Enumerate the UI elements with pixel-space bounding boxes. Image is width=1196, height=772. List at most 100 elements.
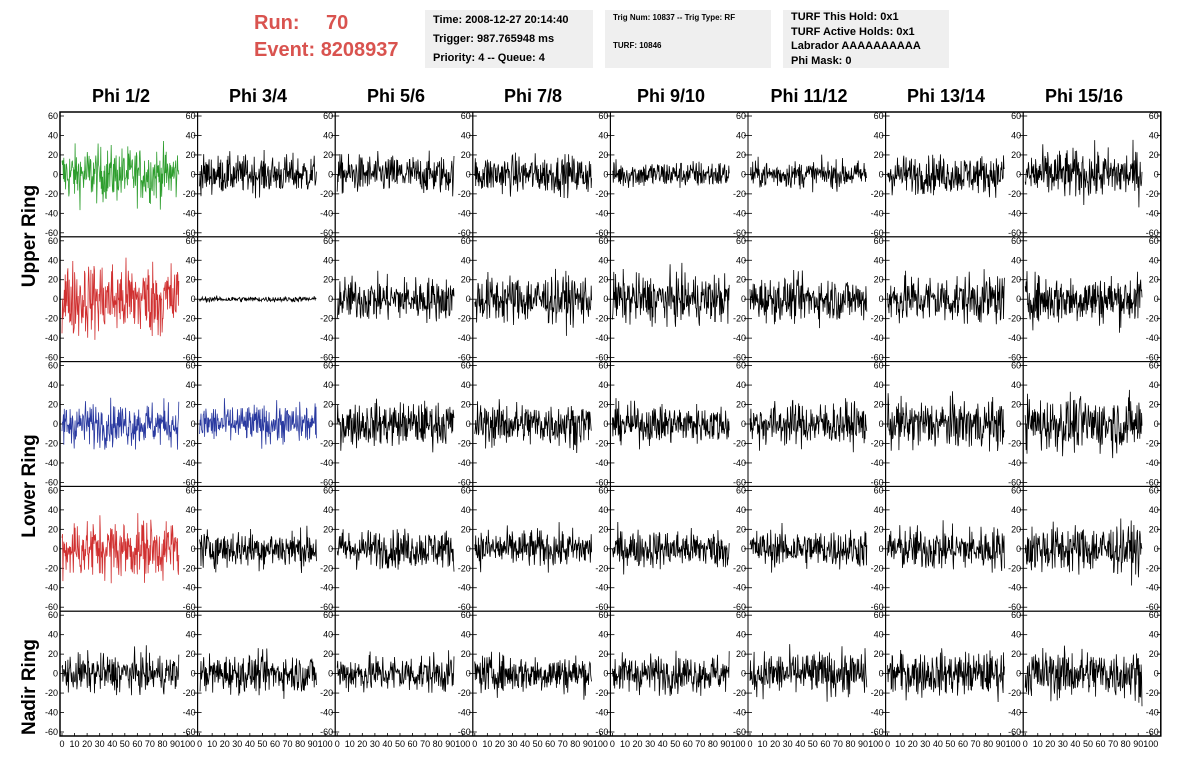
y-tick-label: -60 xyxy=(595,602,608,612)
y-tick-label: -60 xyxy=(733,353,746,363)
y-tick-label: -40 xyxy=(733,458,746,468)
y-tick-label: -60 xyxy=(458,353,471,363)
column-header: Phi 15/16 xyxy=(1044,86,1124,106)
y-tick-label: 60 xyxy=(461,111,471,121)
y-tick-label: 40 xyxy=(186,630,196,640)
y-tick-label: 0 xyxy=(741,294,746,304)
y-tick-label: 0 xyxy=(466,419,471,429)
x-tick-label: 0 xyxy=(610,739,615,749)
y-tick-label: 40 xyxy=(48,505,58,515)
y-tick-label: -20 xyxy=(320,438,333,448)
y-tick-label: 20 xyxy=(461,649,471,659)
y-tick-label: -40 xyxy=(1146,333,1159,343)
event-value: 8208937 xyxy=(320,39,399,61)
y-tick-label: -40 xyxy=(595,708,608,718)
x-tick-label: 90 xyxy=(583,739,593,749)
y-tick-label: 40 xyxy=(874,505,884,515)
y-tick-label: -20 xyxy=(45,438,58,448)
waveform-trace xyxy=(336,270,455,324)
x-tick-label: 70 xyxy=(283,739,293,749)
x-tick-label: 40 xyxy=(658,739,668,749)
y-tick-label: 60 xyxy=(598,236,608,246)
y-tick-label: 0 xyxy=(603,669,608,679)
y-tick-label: 20 xyxy=(874,400,884,410)
y-tick-label: 20 xyxy=(1149,150,1159,160)
y-tick-label: -40 xyxy=(1146,583,1159,593)
y-tick-label: -40 xyxy=(595,458,608,468)
y-tick-label: -60 xyxy=(183,477,196,487)
y-tick-label: 60 xyxy=(48,485,58,495)
waveform-trace xyxy=(887,391,1005,452)
y-tick-label: -60 xyxy=(183,602,196,612)
time-info-box: Time: 2008-12-27 20:14:40 Trigger: 987.7… xyxy=(425,10,593,68)
y-tick-label: -20 xyxy=(1008,438,1021,448)
y-tick-label: 0 xyxy=(466,544,471,554)
y-tick-label: -40 xyxy=(871,708,884,718)
priority-text: Priority: 4 -- Queue: 4 xyxy=(433,52,545,64)
x-tick-label: 50 xyxy=(120,739,130,749)
y-tick-label: -60 xyxy=(595,477,608,487)
y-tick-label: -40 xyxy=(320,708,333,718)
x-tick-label: 90 xyxy=(720,739,730,749)
y-tick-label: -40 xyxy=(183,458,196,468)
x-tick-label: 80 xyxy=(708,739,718,749)
y-tick-label: 20 xyxy=(461,275,471,285)
x-tick-label: 0 xyxy=(59,739,64,749)
y-tick-label: 0 xyxy=(328,294,333,304)
y-tick-label: 0 xyxy=(879,294,884,304)
y-tick-label: -60 xyxy=(1146,228,1159,238)
y-tick-label: 0 xyxy=(1154,294,1159,304)
y-tick-label: 0 xyxy=(466,294,471,304)
x-tick-label: 30 xyxy=(95,739,105,749)
column-header: Phi 1/2 xyxy=(91,86,151,106)
waveform-trace xyxy=(474,152,592,199)
y-tick-label: 40 xyxy=(1149,130,1159,140)
y-tick-label: 20 xyxy=(1011,400,1021,410)
y-tick-label: 20 xyxy=(48,275,58,285)
y-tick-label: -20 xyxy=(183,438,196,448)
x-tick-label: 60 xyxy=(408,739,418,749)
column-header: Phi 7/8 xyxy=(503,86,563,106)
y-tick-label: -20 xyxy=(595,688,608,698)
y-tick-label: 60 xyxy=(736,485,746,495)
y-tick-label: 0 xyxy=(741,544,746,554)
y-tick-label: 60 xyxy=(1149,236,1159,246)
y-tick-label: 40 xyxy=(598,630,608,640)
waveform-trace xyxy=(1024,139,1143,208)
y-tick-label: 20 xyxy=(736,150,746,160)
y-tick-label: -40 xyxy=(458,458,471,468)
y-tick-label: -40 xyxy=(1008,458,1021,468)
y-tick-label: 20 xyxy=(48,524,58,534)
y-tick-label: 20 xyxy=(598,400,608,410)
x-tick-label: 80 xyxy=(570,739,580,749)
y-tick-label: -40 xyxy=(45,458,58,468)
x-tick-label: 20 xyxy=(633,739,643,749)
y-tick-label: -20 xyxy=(595,314,608,324)
y-tick-label: 0 xyxy=(53,419,58,429)
y-tick-label: -40 xyxy=(1146,708,1159,718)
x-tick-label: 90 xyxy=(1133,739,1143,749)
y-tick-label: -40 xyxy=(595,333,608,343)
waveform-trace xyxy=(612,521,730,575)
y-tick-label: -60 xyxy=(595,228,608,238)
waveform-trace xyxy=(336,528,455,572)
x-tick-label: 80 xyxy=(1121,739,1131,749)
y-tick-label: -60 xyxy=(458,228,471,238)
x-tick-label: 60 xyxy=(132,739,142,749)
waveform-trace xyxy=(336,398,455,453)
y-tick-label: 0 xyxy=(1154,419,1159,429)
y-tick-label: 40 xyxy=(323,130,333,140)
waveform-trace xyxy=(199,525,317,574)
y-tick-label: -20 xyxy=(458,563,471,573)
waveform-trace xyxy=(336,650,455,693)
waveform-trace xyxy=(612,262,730,327)
x-tick-label: 70 xyxy=(558,739,568,749)
y-tick-label: 40 xyxy=(736,630,746,640)
y-tick-label: 0 xyxy=(741,169,746,179)
x-tick-label: 60 xyxy=(545,739,555,749)
y-tick-label: -60 xyxy=(733,727,746,737)
y-tick-label: 60 xyxy=(461,610,471,620)
y-tick-label: 60 xyxy=(461,361,471,371)
y-tick-label: -40 xyxy=(1008,583,1021,593)
